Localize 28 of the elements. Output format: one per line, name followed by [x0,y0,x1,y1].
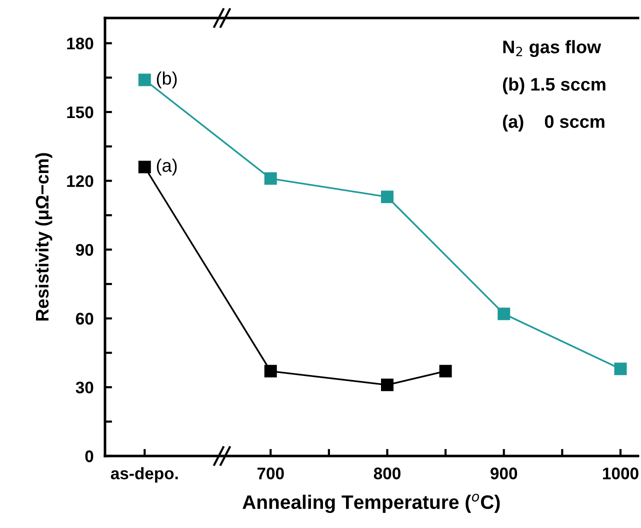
point [380,378,394,392]
y-tick-label: 0 [85,450,94,462]
point [138,160,151,174]
point [498,308,510,320]
x-tick-label: 900 [490,468,518,480]
x-tick-label: 700 [257,468,284,480]
x-tick-label: as-depo. [110,467,178,483]
annotation: (b) 1.5 sccm [502,77,606,94]
y-axis-title: Resistivity (μΩ−cm) [35,153,52,321]
x-axis-title: Annealing Temperature ($^{o}$C) [242,494,500,513]
x-tick-label: 800 [374,468,400,480]
point [439,364,452,378]
y-tick-label: 120 [67,175,94,188]
point [264,364,277,378]
y-tick-label: 60 [76,312,94,325]
annotation: (a) [156,158,177,176]
point [614,362,627,376]
y-tick-label: 150 [67,106,94,118]
y-tick-label: 30 [76,382,94,394]
point [264,172,277,185]
annotation: N$_{2}$ gas flow [503,40,602,57]
y-tick-label: 180 [67,38,94,50]
x-tick-label: 1000 [603,468,638,480]
y-tick-label: 90 [76,244,94,256]
point [380,190,394,204]
annotation: (b) [156,72,177,88]
annotation: (a) 0 sccm [502,114,604,132]
point [138,74,151,86]
